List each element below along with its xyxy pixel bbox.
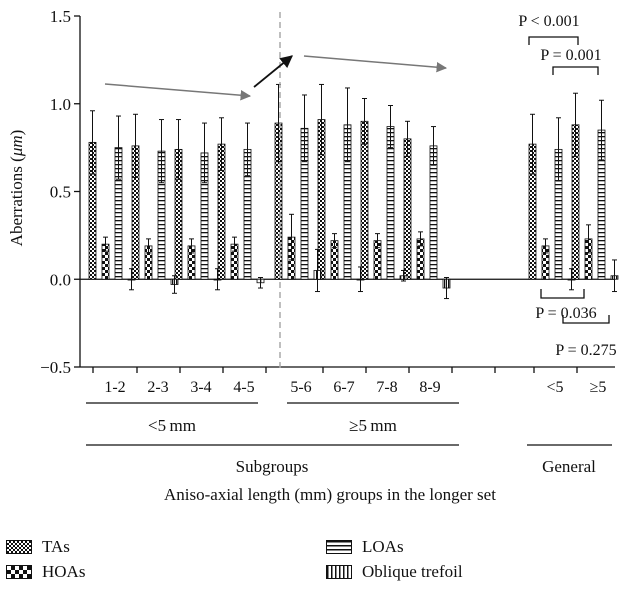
x-tick-label: ≥5	[590, 379, 607, 396]
p-value-1: P < 0.001	[518, 13, 579, 30]
bar-ta	[360, 120, 369, 280]
p-value-2: P = 0.001	[540, 47, 601, 64]
x-tick-label: 7-8	[376, 379, 397, 396]
y-axis-label: Aberrations (μm)	[7, 130, 26, 247]
bar-loa	[429, 145, 438, 280]
error-bars	[90, 83, 617, 300]
x-tick-label: 4-5	[233, 379, 254, 396]
group-label-subgroups: Subgroups	[236, 457, 309, 476]
significance-bracket-2	[552, 66, 599, 75]
y-tick-label: 1.0	[50, 95, 71, 114]
group-label-lt5: <5 mm	[148, 416, 196, 435]
trend-arrow-2	[253, 55, 293, 88]
trend-arrow-1	[104, 83, 252, 101]
y-tick-label: 1.5	[50, 7, 71, 26]
x-tick-label: 5-6	[290, 379, 311, 396]
group-label-general: General	[542, 457, 596, 476]
bar-ta	[403, 138, 412, 280]
bar-loa	[386, 126, 395, 280]
x-tick-label: 8-9	[419, 379, 440, 396]
significance-bracket-3	[540, 289, 585, 299]
significance-bracket-4	[562, 315, 610, 324]
x-tick-label: 1-2	[104, 379, 125, 396]
x-tick-label: 2-3	[147, 379, 168, 396]
bars	[88, 119, 619, 289]
trend-arrow-3	[303, 55, 448, 73]
group-label-ge5: ≥5 mm	[349, 416, 397, 435]
axes: 1.5 1.0 0.5 0.0 −0.5 1-2 2-3 3-4 4-5 5-6 6-7 7-8 8-9…	[40, 7, 615, 396]
x-tick-label: 3-4	[190, 379, 211, 396]
y-tick-label: −0.5	[40, 358, 71, 377]
p-value-4: P = 0.275	[555, 342, 616, 359]
x-axis-title: Aniso-axial length (mm) groups in the lo…	[164, 485, 496, 504]
y-tick-label: 0.0	[50, 270, 71, 289]
p-value-3: P = 0.036	[535, 305, 596, 322]
y-tick-label: 0.5	[50, 183, 71, 202]
x-tick-label: 6-7	[333, 379, 354, 396]
x-tick-label: <5	[546, 379, 563, 396]
significance-bracket-1	[528, 36, 579, 45]
